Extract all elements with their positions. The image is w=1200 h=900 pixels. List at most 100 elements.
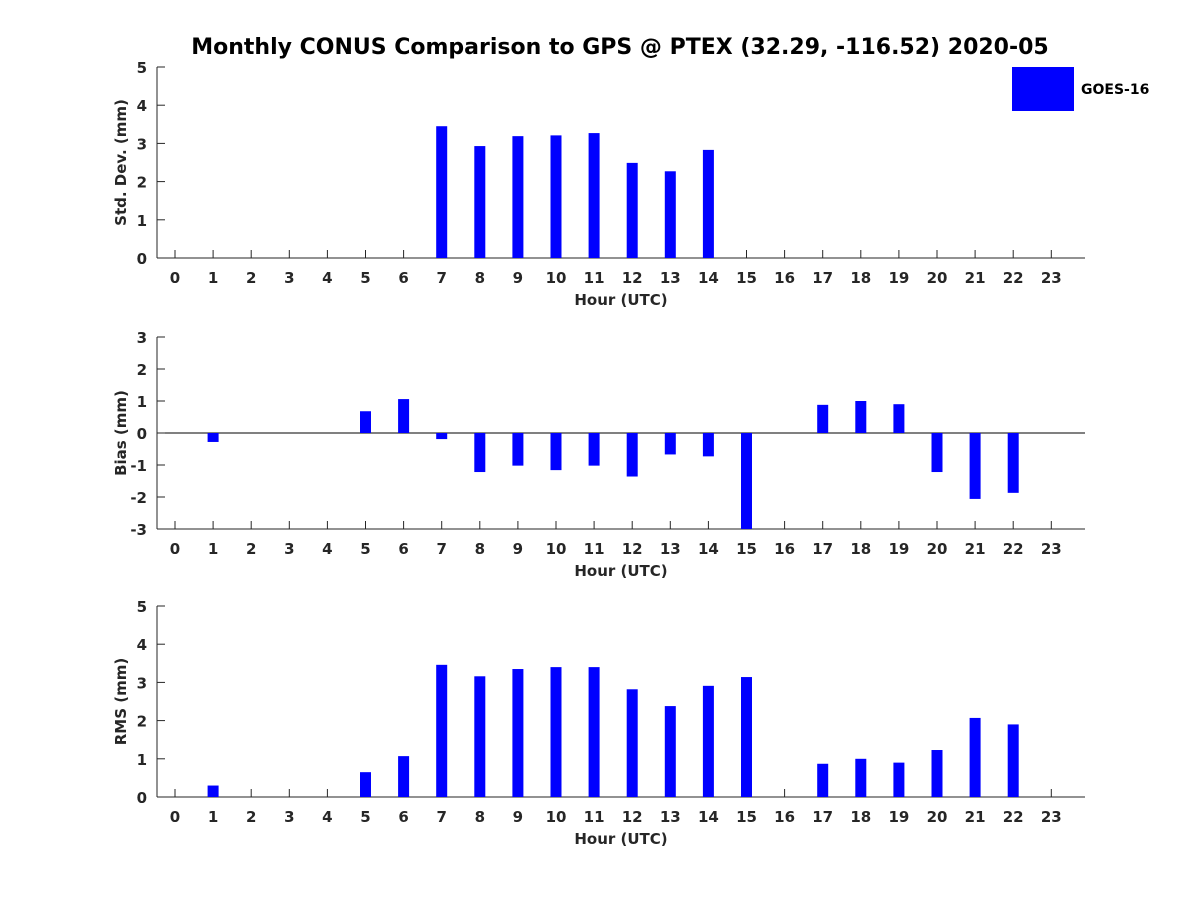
- std-dev-bar-hour-8: [474, 146, 486, 258]
- rms-x-tick-label: 16: [774, 808, 795, 826]
- bias-x-tick-label: 5: [360, 540, 370, 558]
- bias-bar-hour-1: [207, 433, 219, 442]
- rms-x-tick-label: 21: [965, 808, 986, 826]
- std-dev-x-tick-label: 11: [584, 269, 605, 287]
- std-dev-x-tick-label: 2: [246, 269, 256, 287]
- bias-x-tick-label: 17: [812, 540, 833, 558]
- rms-bar-hour-6: [398, 756, 410, 797]
- std-dev-y-tick-label: 1: [137, 212, 147, 230]
- std-dev-bar-hour-7: [436, 126, 448, 259]
- std-dev-x-tick-label: 15: [736, 269, 757, 287]
- rms-x-tick-label: 10: [546, 808, 567, 826]
- bias-x-tick-label: 11: [584, 540, 605, 558]
- std-dev-y-tick-label: 3: [137, 135, 147, 153]
- rms-y-tick-label: 3: [137, 674, 147, 692]
- std-dev-bar-hour-9: [512, 136, 524, 258]
- rms-x-axis-label: Hour (UTC): [574, 830, 667, 848]
- legend-swatch-goes-16: [1012, 67, 1074, 111]
- std-dev-x-tick-label: 10: [546, 269, 567, 287]
- bias-bar-hour-11: [588, 433, 600, 466]
- rms-x-tick-label: 0: [170, 808, 180, 826]
- rms-x-tick-label: 1: [208, 808, 218, 826]
- rms-bar-hour-19: [893, 762, 905, 797]
- bias-y-tick-label: -3: [130, 521, 147, 539]
- rms-y-tick-label: 5: [137, 598, 147, 616]
- std-dev-x-tick-label: 0: [170, 269, 180, 287]
- std-dev-bar-hour-13: [664, 171, 676, 258]
- rms-bar-hour-21: [969, 717, 981, 797]
- bias-bar-hour-17: [817, 404, 829, 433]
- rms-x-tick-label: 3: [284, 808, 294, 826]
- bias-x-tick-label: 6: [398, 540, 408, 558]
- std-dev-x-tick-label: 14: [698, 269, 719, 287]
- rms-x-tick-label: 5: [360, 808, 370, 826]
- legend-label-goes-16: GOES-16: [1081, 82, 1149, 98]
- bias-x-tick-label: 23: [1041, 540, 1062, 558]
- std-dev-x-tick-label: 9: [513, 269, 523, 287]
- rms-bar-hour-5: [360, 772, 371, 797]
- bias-x-tick-label: 0: [170, 540, 180, 558]
- std-dev-x-tick-label: 22: [1003, 269, 1024, 287]
- rms-x-tick-label: 2: [246, 808, 256, 826]
- std-dev-x-tick-label: 23: [1041, 269, 1062, 287]
- bias-x-tick-label: 18: [850, 540, 871, 558]
- rms-x-tick-label: 23: [1041, 808, 1062, 826]
- std-dev-x-tick-label: 8: [475, 269, 485, 287]
- bias-x-tick-label: 13: [660, 540, 681, 558]
- rms-bar-hour-7: [436, 664, 448, 797]
- bias-x-axis-label: Hour (UTC): [574, 562, 667, 580]
- rms-x-tick-label: 19: [888, 808, 909, 826]
- std-dev-x-tick-label: 13: [660, 269, 681, 287]
- rms-bar-hour-12: [626, 689, 638, 797]
- bias-y-tick-label: 0: [137, 425, 147, 443]
- std-dev-x-tick-label: 18: [850, 269, 871, 287]
- rms-bar-hour-17: [817, 763, 829, 797]
- std-dev-x-tick-label: 5: [360, 269, 370, 287]
- bias-x-tick-label: 8: [475, 540, 485, 558]
- bias-bar-hour-12: [626, 433, 638, 477]
- rms-bar-hour-18: [855, 758, 867, 797]
- std-dev-bar-hour-11: [588, 133, 600, 258]
- std-dev-x-axis-label: Hour (UTC): [574, 291, 667, 309]
- bias-bar-hour-14: [702, 433, 714, 457]
- bias-y-tick-label: 1: [137, 393, 147, 411]
- rms-x-tick-label: 22: [1003, 808, 1024, 826]
- rms-y-tick-label: 2: [137, 713, 147, 731]
- rms-x-tick-label: 13: [660, 808, 681, 826]
- std-dev-x-tick-label: 21: [965, 269, 986, 287]
- std-dev-y-tick-label: 5: [137, 59, 147, 77]
- rms-x-tick-label: 4: [322, 808, 332, 826]
- bias-bar-hour-19: [893, 404, 905, 433]
- rms-y-tick-label: 4: [137, 636, 147, 654]
- rms-bar-hour-11: [588, 667, 600, 797]
- std-dev-bar-hour-10: [550, 135, 562, 258]
- rms-bar-hour-13: [664, 706, 676, 797]
- rms-x-tick-label: 12: [622, 808, 643, 826]
- std-dev-x-tick-label: 17: [812, 269, 833, 287]
- rms-x-tick-label: 6: [398, 808, 408, 826]
- bias-y-axis-label: Bias (mm): [112, 390, 130, 476]
- rms-x-tick-label: 11: [584, 808, 605, 826]
- bias-x-tick-label: 19: [888, 540, 909, 558]
- std-dev-x-tick-label: 1: [208, 269, 218, 287]
- bias-x-tick-label: 22: [1003, 540, 1024, 558]
- rms-x-tick-label: 20: [927, 808, 948, 826]
- bias-bar-hour-10: [550, 433, 562, 471]
- bias-bar-hour-21: [969, 433, 981, 499]
- bias-x-tick-label: 15: [736, 540, 757, 558]
- std-dev-y-tick-label: 4: [137, 97, 147, 115]
- bias-bar-hour-20: [931, 433, 943, 473]
- bias-bar-hour-9: [512, 433, 524, 466]
- std-dev-x-tick-label: 4: [322, 269, 332, 287]
- bias-x-tick-label: 2: [246, 540, 256, 558]
- bias-y-tick-label: 3: [137, 329, 147, 347]
- rms-x-tick-label: 15: [736, 808, 757, 826]
- chart-title: Monthly CONUS Comparison to GPS @ PTEX (…: [191, 35, 1049, 60]
- bias-y-tick-label: 2: [137, 361, 147, 379]
- bias-x-tick-label: 20: [927, 540, 948, 558]
- rms-bar-hour-8: [474, 676, 486, 797]
- bias-y-tick-label: -2: [130, 489, 147, 507]
